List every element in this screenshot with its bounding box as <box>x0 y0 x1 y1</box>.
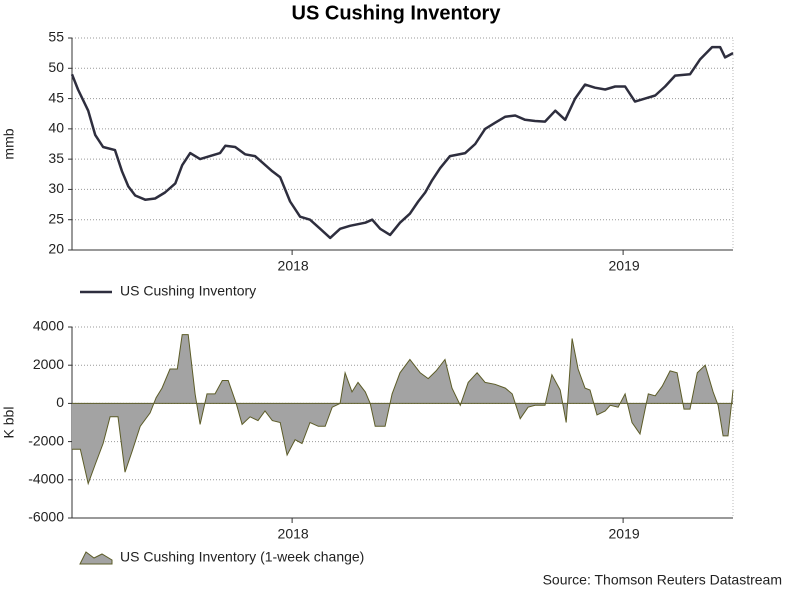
y-axis-label: mmb <box>1 128 17 159</box>
area-fill <box>72 334 733 484</box>
y-tick-label: 25 <box>48 210 64 226</box>
y-tick-label: -2000 <box>28 432 64 448</box>
legend-swatch <box>79 551 113 565</box>
chart-title: US Cushing Inventory <box>292 2 502 24</box>
y-tick-label: -6000 <box>28 509 64 525</box>
legend-label: US Cushing Inventory <box>120 283 256 299</box>
y-tick-label: -4000 <box>28 471 64 487</box>
y-axis-label: K bbl <box>1 407 17 439</box>
y-tick-label: 55 <box>48 29 64 45</box>
x-tick-label: 2019 <box>609 526 640 542</box>
y-tick-label: 35 <box>48 150 64 166</box>
y-tick-label: 4000 <box>33 318 64 334</box>
x-tick-label: 2018 <box>278 526 309 542</box>
x-tick-label: 2018 <box>278 258 309 274</box>
y-tick-label: 30 <box>48 180 64 196</box>
source-note: Source: Thomson Reuters Datastream <box>543 572 782 588</box>
x-tick-label: 2019 <box>609 258 640 274</box>
y-tick-label: 40 <box>48 120 64 136</box>
area-edge <box>72 334 734 486</box>
y-tick-label: 0 <box>56 394 64 410</box>
y-tick-label: 50 <box>48 59 64 75</box>
y-tick-label: 2000 <box>33 356 64 372</box>
plot-frame <box>71 37 734 251</box>
y-tick-label: 45 <box>48 89 64 105</box>
legend-label: US Cushing Inventory (1-week change) <box>120 549 364 565</box>
y-tick-label: 20 <box>48 241 64 257</box>
line <box>70 45 734 240</box>
